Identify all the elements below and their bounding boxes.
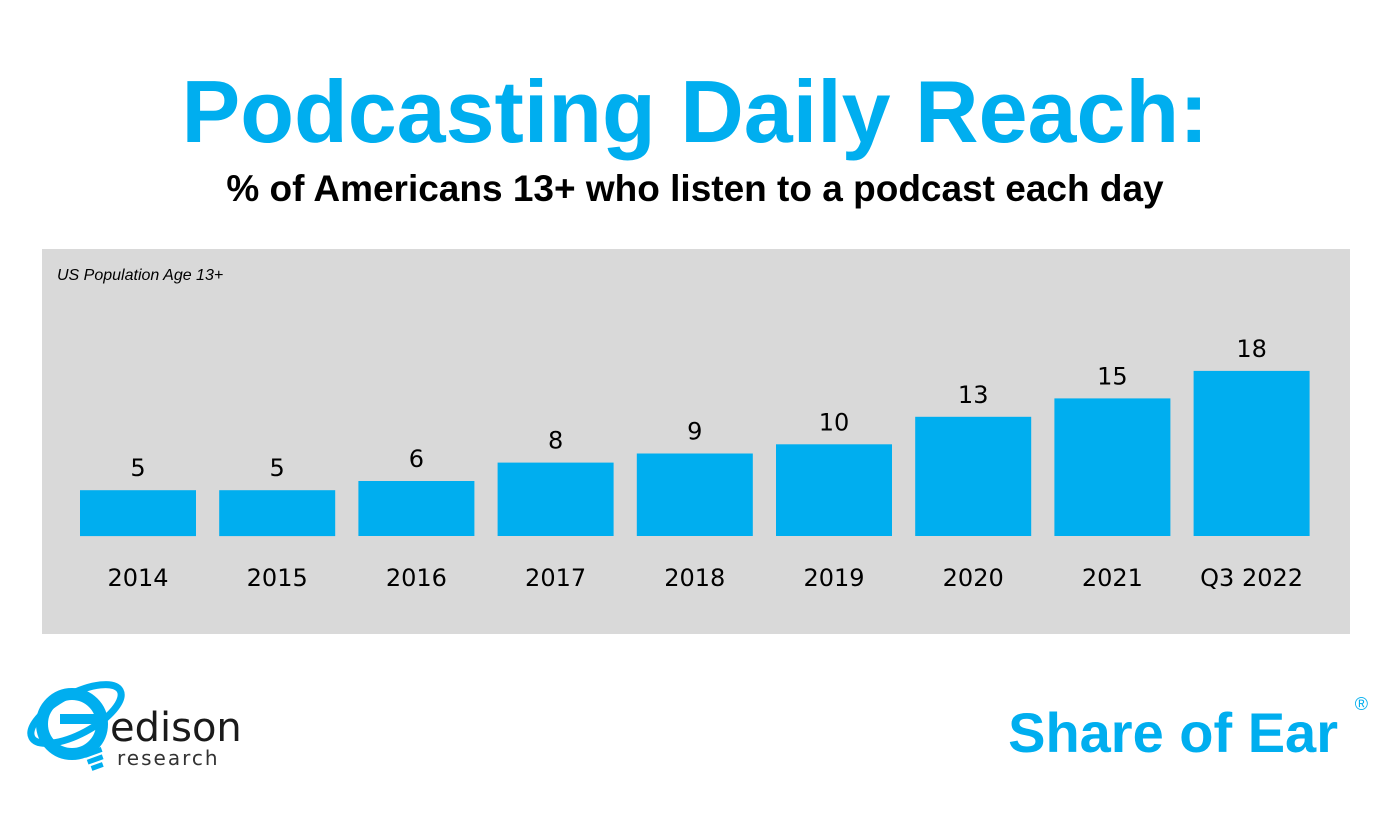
bar-q3-2022 xyxy=(1193,370,1310,536)
category-label: 2016 xyxy=(386,564,447,592)
category-label: 2017 xyxy=(525,564,586,592)
bar-2016 xyxy=(358,481,475,536)
chart-subtitle: % of Americans 13+ who listen to a podca… xyxy=(226,168,1164,209)
bar-chart: US Population Age 13+ 5 5 6 8 9 10 13 15 18 2014… xyxy=(57,267,1310,592)
category-label: Q3 2022 xyxy=(1200,564,1303,592)
category-label: 2019 xyxy=(803,564,864,592)
value-label: 8 xyxy=(548,427,563,455)
chart-annotation: US Population Age 13+ xyxy=(57,267,223,284)
bar-2018 xyxy=(636,453,753,536)
value-label: 18 xyxy=(1236,335,1267,363)
logo-subtitle: research xyxy=(117,746,220,770)
value-label: 13 xyxy=(958,381,989,409)
brand-share-of-ear: Share of Ear xyxy=(1008,701,1338,764)
category-label: 2020 xyxy=(943,564,1004,592)
registered-mark: ® xyxy=(1354,694,1368,714)
category-label: 2021 xyxy=(1082,564,1143,592)
value-label: 6 xyxy=(409,445,424,473)
chart-panel: US Population Age 13+ 5 5 6 8 9 10 13 15 18 2014… xyxy=(42,249,1350,634)
value-label: 10 xyxy=(819,408,850,436)
chart-title: Podcasting Daily Reach: xyxy=(181,62,1209,161)
bar-2020 xyxy=(915,416,1032,536)
value-label: 5 xyxy=(130,454,145,482)
bar-2014 xyxy=(80,490,196,537)
category-label: 2018 xyxy=(664,564,725,592)
value-labels-group: 5 5 6 8 9 10 13 15 18 xyxy=(130,335,1267,482)
category-label: 2014 xyxy=(107,564,168,592)
logo-wordmark: edison xyxy=(110,705,242,751)
bar-2015 xyxy=(219,490,336,537)
value-label: 9 xyxy=(687,418,702,446)
category-label: 2015 xyxy=(247,564,308,592)
bars-group xyxy=(80,370,1310,537)
value-label: 15 xyxy=(1097,362,1128,390)
bar-2019 xyxy=(776,444,892,536)
bar-2021 xyxy=(1054,398,1171,536)
category-labels-group: 2014 2015 2016 2017 2018 2019 2020 2021 Q3 2022 xyxy=(107,564,1303,592)
bar-2017 xyxy=(497,462,614,536)
value-label: 5 xyxy=(270,454,285,482)
edison-lightbulb-orbit-icon xyxy=(27,681,125,771)
